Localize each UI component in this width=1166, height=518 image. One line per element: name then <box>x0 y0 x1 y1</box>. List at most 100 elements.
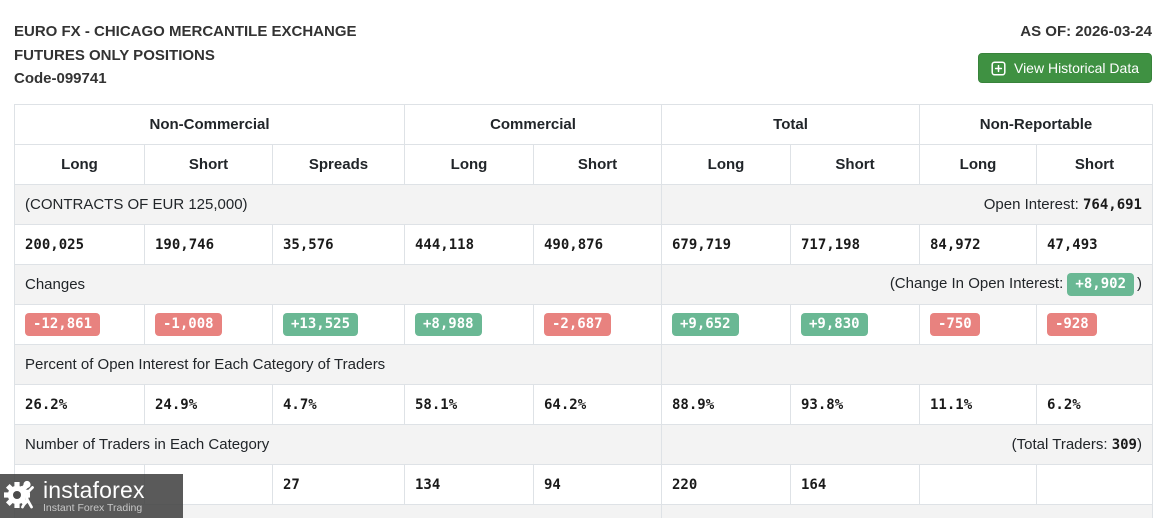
traders-c-long: 134 <box>404 464 534 505</box>
col-header-nr-short: Short <box>1036 144 1153 185</box>
traders-t-short: 164 <box>790 464 920 505</box>
percent-t-short: 93.8% <box>790 384 920 425</box>
percent-band-empty <box>661 344 1153 385</box>
report-code: Code-099741 <box>14 70 107 87</box>
group-header-non-commercial: Non-Commercial <box>14 104 405 145</box>
positions-c-short: 490,876 <box>533 224 662 265</box>
cutoff-band-row <box>14 504 1153 518</box>
total-traders-suffix: ) <box>1137 436 1142 453</box>
change-nc-spreads-badge: +13,525 <box>283 313 359 336</box>
percent-t-long: 88.9% <box>661 384 791 425</box>
change-oi-label: (Change In Open Interest: <box>889 275 1068 292</box>
report-title-block: EURO FX - CHICAGO MERCANTILE EXCHANGE FU… <box>14 20 357 91</box>
change-t-short-cell: +9,830 <box>790 304 920 345</box>
percent-c-long: 58.1% <box>404 384 534 425</box>
cutoff-band-right <box>661 504 1153 518</box>
total-traders-label: (Total Traders: <box>1011 436 1112 453</box>
changes-label: Changes <box>14 264 662 305</box>
traders-nc-spreads: 27 <box>272 464 405 505</box>
change-c-long-cell: +8,988 <box>404 304 534 345</box>
traders-nr-long <box>919 464 1037 505</box>
change-c-short-badge: -2,687 <box>544 313 611 336</box>
percent-band-row: Percent of Open Interest for Each Catego… <box>14 344 1153 385</box>
open-interest-cell: Open Interest: 764,691 <box>661 184 1153 225</box>
calendar-plus-icon <box>991 60 1006 76</box>
column-header-row: Long Short Spreads Long Short Long Short… <box>14 144 1153 185</box>
change-nr-long-badge: -750 <box>930 313 980 336</box>
positions-nc-long: 200,025 <box>14 224 145 265</box>
report-subtitle: FUTURES ONLY POSITIONS <box>14 46 215 64</box>
cot-positions-table: Non-Commercial Commercial Total Non-Repo… <box>14 104 1153 518</box>
col-header-nc-long: Long <box>14 144 145 185</box>
page-header: EURO FX - CHICAGO MERCANTILE EXCHANGE FU… <box>0 0 1166 104</box>
percent-row: 26.2% 24.9% 4.7% 58.1% 64.2% 88.9% 93.8%… <box>14 384 1153 425</box>
percent-nc-short: 24.9% <box>144 384 273 425</box>
report-title: EURO FX - CHICAGO MERCANTILE EXCHANGE <box>14 23 357 40</box>
instaforex-wordmark: instaforex Instant Forex Trading <box>43 476 145 514</box>
trader-counts-row: 27 134 94 220 164 <box>14 464 1153 505</box>
change-nc-spreads-cell: +13,525 <box>272 304 405 345</box>
col-header-nc-short: Short <box>144 144 273 185</box>
change-nc-long-cell: -12,861 <box>14 304 145 345</box>
open-interest-value: 764,691 <box>1082 197 1142 213</box>
col-header-c-short: Short <box>533 144 662 185</box>
traders-band-row: Number of Traders in Each Category (Tota… <box>14 424 1153 465</box>
percent-nc-spreads: 4.7% <box>272 384 405 425</box>
open-interest-label: Open Interest: <box>983 196 1083 213</box>
positions-nr-long: 84,972 <box>919 224 1037 265</box>
col-header-nr-long: Long <box>919 144 1037 185</box>
change-oi-suffix: ) <box>1137 275 1142 292</box>
percent-nr-long: 11.1% <box>919 384 1037 425</box>
change-oi-badge: +8,902 <box>1067 273 1134 296</box>
contracts-band-row: (CONTRACTS OF EUR 125,000) Open Interest… <box>14 184 1153 225</box>
instaforex-tagline-text: Instant Forex Trading <box>43 501 143 514</box>
instaforex-watermark: instaforex Instant Forex Trading <box>0 474 183 518</box>
change-t-long-badge: +9,652 <box>672 313 739 336</box>
change-open-interest-cell: (Change In Open Interest: +8,902) <box>661 264 1153 305</box>
percent-nc-long: 26.2% <box>14 384 145 425</box>
traders-label: Number of Traders in Each Category <box>14 424 662 465</box>
change-c-short-cell: -2,687 <box>533 304 662 345</box>
traders-nr-short <box>1036 464 1153 505</box>
group-header-commercial: Commercial <box>404 104 662 145</box>
view-historical-data-button[interactable]: View Historical Data <box>977 53 1152 83</box>
positions-t-short: 717,198 <box>790 224 920 265</box>
traders-t-long: 220 <box>661 464 791 505</box>
changes-band-row: Changes (Change In Open Interest: +8,902… <box>14 264 1153 305</box>
as-of-date: AS OF: 2026-03-24 <box>1020 23 1152 40</box>
group-header-total: Total <box>661 104 920 145</box>
traders-c-short: 94 <box>533 464 662 505</box>
total-traders-value: 309 <box>1111 437 1137 453</box>
view-historical-data-label: View Historical Data <box>1013 60 1139 76</box>
change-t-long-cell: +9,652 <box>661 304 791 345</box>
percent-c-short: 64.2% <box>533 384 662 425</box>
change-t-short-badge: +9,830 <box>801 313 868 336</box>
col-header-c-long: Long <box>404 144 534 185</box>
positions-nc-spreads: 35,576 <box>272 224 405 265</box>
change-nc-short-badge: -1,008 <box>155 313 222 336</box>
percent-nr-short: 6.2% <box>1036 384 1153 425</box>
col-header-t-long: Long <box>661 144 791 185</box>
positions-nc-short: 190,746 <box>144 224 273 265</box>
change-nr-short-badge: -928 <box>1047 313 1097 336</box>
positions-c-long: 444,118 <box>404 224 534 265</box>
group-header-row: Non-Commercial Commercial Total Non-Repo… <box>14 104 1153 145</box>
change-nr-short-cell: -928 <box>1036 304 1153 345</box>
positions-row: 200,025 190,746 35,576 444,118 490,876 6… <box>14 224 1153 265</box>
percent-label: Percent of Open Interest for Each Catego… <box>14 344 662 385</box>
instaforex-logo-icon <box>3 474 41 518</box>
change-nc-long-badge: -12,861 <box>25 313 101 336</box>
group-header-non-reportable: Non-Reportable <box>919 104 1153 145</box>
positions-nr-short: 47,493 <box>1036 224 1153 265</box>
change-c-long-badge: +8,988 <box>415 313 482 336</box>
total-traders-cell: (Total Traders: 309) <box>661 424 1153 465</box>
col-header-nc-spreads: Spreads <box>272 144 405 185</box>
positions-t-long: 679,719 <box>661 224 791 265</box>
contracts-label: (CONTRACTS OF EUR 125,000) <box>14 184 662 225</box>
col-header-t-short: Short <box>790 144 920 185</box>
changes-row: -12,861 -1,008 +13,525 +8,988 -2,687 +9,… <box>14 304 1153 345</box>
change-nr-long-cell: -750 <box>919 304 1037 345</box>
change-nc-short-cell: -1,008 <box>144 304 273 345</box>
instaforex-brand-text: instaforex <box>43 476 145 503</box>
